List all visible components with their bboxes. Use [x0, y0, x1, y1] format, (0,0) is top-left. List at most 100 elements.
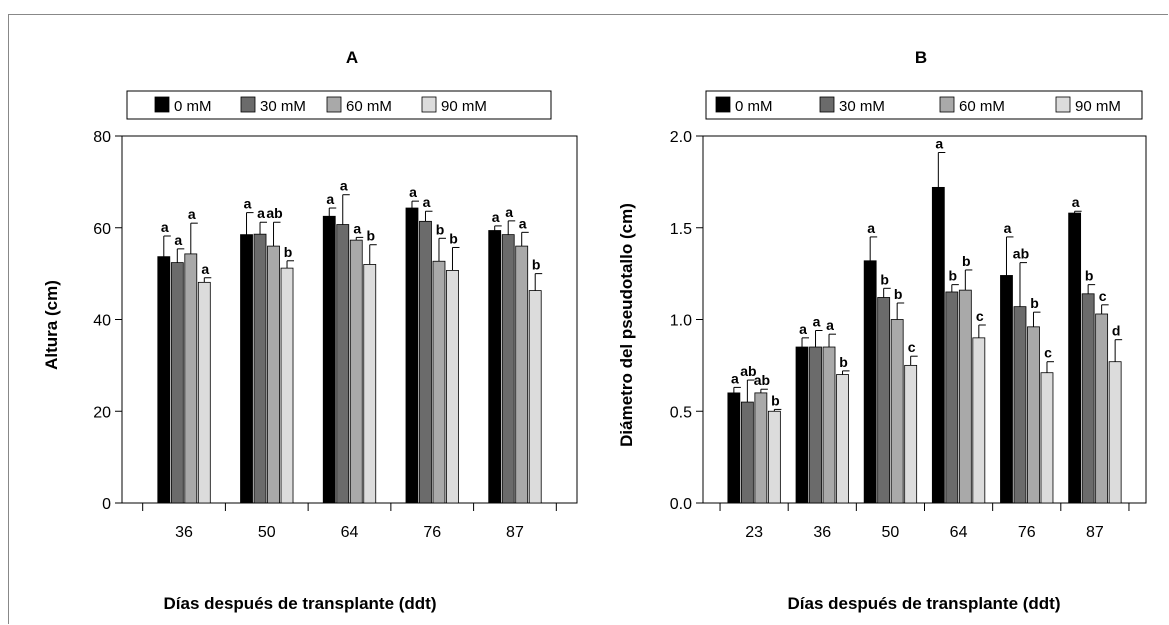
chart-b-legend-label: 60 mM [959, 98, 1005, 115]
chart-a-significance-label: ab [266, 205, 282, 221]
chart-a-significance-label: a [505, 204, 513, 220]
chart-a-y-tick-label: 60 [93, 221, 111, 238]
chart-b-significance-label: a [731, 370, 739, 386]
chart-a-title: A [346, 48, 358, 67]
chart-b-significance-label: d [1112, 323, 1121, 339]
chart-b-legend-swatch [939, 96, 955, 113]
chart-a-significance-label: a [340, 178, 348, 194]
chart-a-legend-label: 30 mM [260, 98, 306, 115]
chart-b-legend-swatch [715, 96, 731, 113]
chart-b-significance-label: c [1044, 345, 1052, 361]
chart-b-bar [1027, 326, 1040, 504]
chart-a-significance-label: a [188, 206, 196, 222]
chart-b-x-tick-label: 23 [745, 524, 763, 541]
chart-b-bar [904, 364, 918, 504]
chart-a-x-tick-label: 76 [423, 524, 441, 541]
chart-a-significance-label: a [201, 261, 209, 277]
chart-a-bar [405, 207, 419, 504]
chart-b-xlabel: Días después de transplante (ddt) [788, 594, 1061, 613]
chart-b-bar [1068, 212, 1082, 504]
chart-a-bar [349, 239, 363, 504]
chart-b-significance-label: b [1030, 295, 1039, 311]
figure-frame [8, 14, 1168, 624]
chart-b-bar [727, 392, 741, 504]
chart-b-bar [877, 297, 891, 504]
chart-a-significance-label: b [284, 244, 293, 260]
chart-a-significance-label: a [257, 205, 265, 221]
chart-b-bar [740, 401, 754, 504]
chart-a-bar [488, 230, 502, 504]
chart-b-significance-label: ab [740, 363, 756, 379]
chart-b-bar [1013, 306, 1027, 504]
chart-a-significance-label: a [244, 196, 252, 212]
chart-b-significance-label: a [826, 317, 834, 333]
chart-a-xlabel: Días después de transplante (ddt) [164, 594, 437, 613]
chart-b-significance-label: c [908, 339, 916, 355]
chart-b-x-tick-label: 76 [1018, 524, 1036, 541]
chart-b-bar [1108, 361, 1122, 504]
chart-b-significance-label: b [839, 354, 848, 370]
chart-b-bar [836, 374, 849, 504]
chart-b-significance-label: a [1004, 220, 1012, 236]
chart-b-significance-label: b [880, 271, 889, 287]
chart-a-y-tick-label: 0 [102, 496, 111, 513]
chart-a-bar [157, 256, 171, 504]
chart-a-bar [280, 267, 294, 504]
chart-a-significance-label: a [353, 220, 361, 236]
chart-a-significance-label: a [174, 232, 182, 248]
chart-b-bar [1081, 293, 1095, 504]
chart-a-legend-swatch [326, 96, 342, 113]
chart-b-significance-label: b [949, 268, 958, 284]
chart-b-significance-label: a [867, 220, 875, 236]
chart-a-legend-swatch [154, 96, 170, 113]
chart-b-x-tick-label: 64 [950, 524, 968, 541]
chart-a-significance-label: b [532, 257, 541, 273]
chart-b-significance-label: c [976, 308, 984, 324]
chart-a-significance-label: a [423, 194, 431, 210]
chart-b-y-tick-label: 2.0 [670, 129, 692, 146]
chart-panel-b: B Días después de transplante (ddt) Diám… [617, 48, 1147, 613]
chart-b-bar [1040, 372, 1054, 504]
chart-b-legend-label: 30 mM [839, 98, 885, 115]
chart-b-title: B [915, 48, 927, 67]
chart-a-significance-label: a [161, 219, 169, 235]
chart-a-y-tick-label: 20 [93, 404, 111, 421]
chart-b-bar [809, 346, 822, 504]
chart-a-bar [240, 234, 253, 504]
chart-a-y-tick-label: 80 [93, 129, 111, 146]
chart-a-significance-label: b [449, 230, 458, 246]
chart-a-bar [170, 262, 184, 504]
chart-b-bar [1095, 313, 1109, 504]
chart-b-y-tick-label: 0.0 [670, 496, 692, 513]
chart-b-legend-label: 90 mM [1075, 98, 1121, 115]
chart-a-legend-swatch [240, 96, 256, 113]
chart-b-y-tick-label: 1.5 [670, 221, 692, 238]
chart-b-significance-label: b [894, 286, 903, 302]
chart-b-bar [822, 346, 836, 504]
chart-panel-a: A Días después de transplante (ddt) Altu… [42, 48, 578, 613]
chart-a-bar [419, 220, 432, 504]
chart-b-significance-label: c [1099, 288, 1107, 304]
chart-a-ylabel: Altura (cm) [42, 280, 61, 370]
chart-b-bar [767, 410, 781, 504]
chart-b-significance-label: a [799, 321, 807, 337]
chart-a-y-tick-label: 40 [93, 313, 111, 330]
chart-b-significance-label: a [813, 314, 821, 330]
chart-b-bar [863, 260, 877, 504]
chart-b-significance-label: b [771, 392, 780, 408]
chart-b-x-tick-label: 50 [882, 524, 900, 541]
chart-b-x-tick-label: 87 [1086, 524, 1104, 541]
chart-a-bar [501, 234, 515, 504]
chart-b-bar [795, 346, 809, 504]
chart-a-bar [253, 233, 267, 504]
chart-a-significance-label: a [492, 209, 500, 225]
chart-a-legend-label: 0 mM [174, 98, 212, 115]
chart-a-bar [267, 245, 280, 504]
chart-b-y-tick-label: 1.0 [670, 313, 692, 330]
chart-a-bar [446, 270, 459, 504]
chart-b-bar [972, 337, 986, 504]
chart-a-bar [528, 290, 542, 504]
chart-b-significance-label: b [962, 253, 971, 269]
chart-a-legend-label: 60 mM [346, 98, 392, 115]
